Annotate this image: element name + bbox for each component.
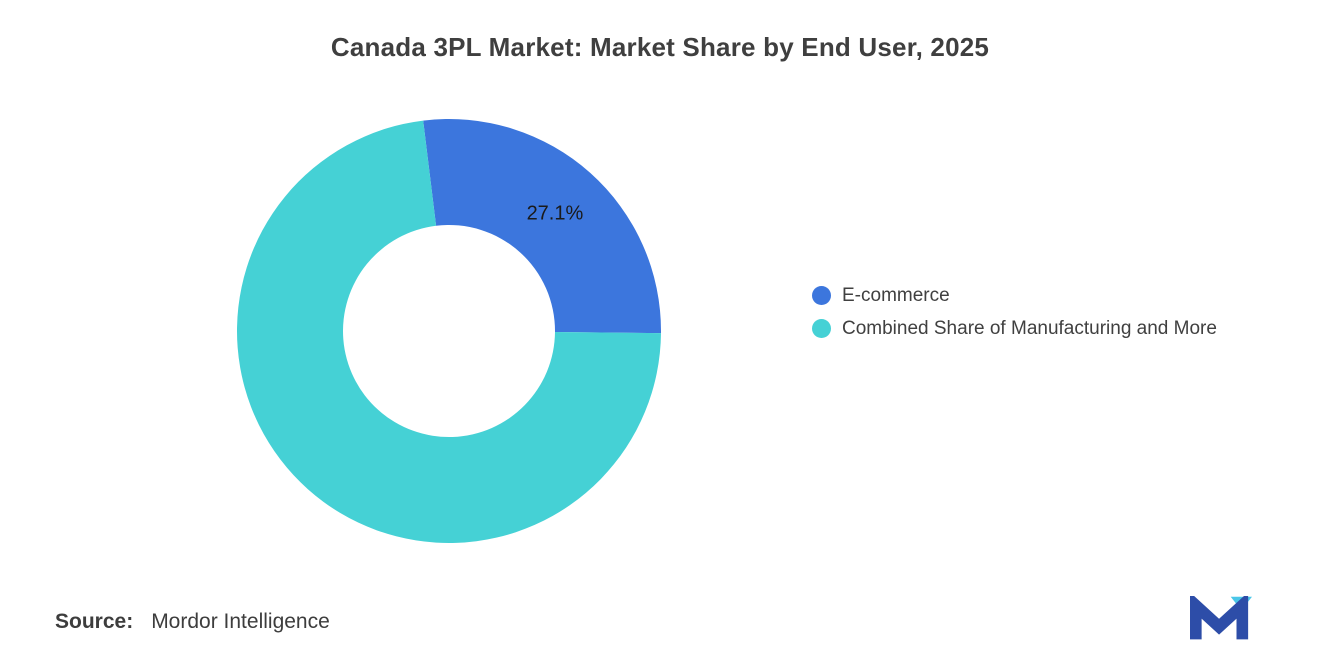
legend-label-ecommerce: E-commerce [842,285,950,306]
chart-title: Canada 3PL Market: Market Share by End U… [330,32,990,62]
donut-chart: 27.1% [237,119,661,544]
legend-swatch-manufacturing [812,319,831,338]
source-line: Source: Mordor Intelligence [55,610,330,634]
legend-swatch-ecommerce [812,286,831,305]
slice-e-commerce [423,119,661,334]
source-value: Mordor Intelligence [151,610,330,633]
legend-item-manufacturing: Combined Share of Manufacturing and More [812,316,1217,341]
legend-item-ecommerce: E-commerce [812,283,1217,308]
legend-label-manufacturing: Combined Share of Manufacturing and More [842,318,1217,339]
legend: E-commerce Combined Share of Manufacturi… [812,283,1217,341]
source-label: Source: [55,610,134,633]
logo-m-mark [1190,596,1249,640]
slice-combined-share-of-manufacturing-and-more [237,120,661,544]
slice-data-label: 27.1% [527,202,584,224]
mordor-intelligence-logo [1190,596,1252,640]
